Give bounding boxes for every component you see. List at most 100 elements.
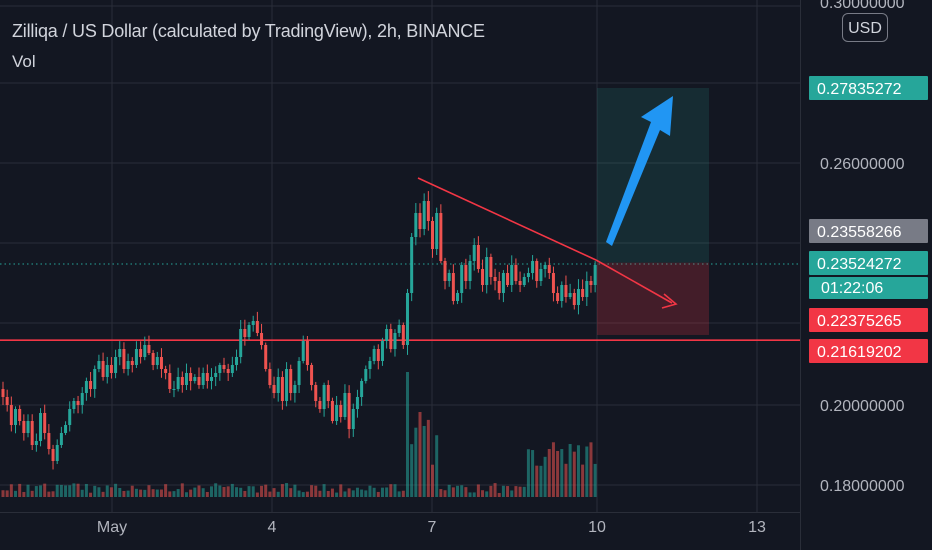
volume-bar (97, 487, 101, 497)
candle-body (280, 377, 284, 401)
candle-body (218, 365, 222, 373)
volume-bar (89, 492, 93, 497)
volume-bar (468, 492, 472, 497)
candle-body (318, 401, 322, 409)
candle-body (114, 357, 118, 373)
candle-body (30, 421, 34, 445)
candle-body (410, 237, 414, 293)
price-axis: 0.30000000 0.26000000 0.20000000 0.18000000 (820, 0, 905, 495)
candle-body (526, 273, 530, 277)
volume-bar (55, 484, 59, 497)
volume-bar (376, 491, 380, 497)
volume-bar (489, 485, 493, 497)
volume-bar (355, 487, 359, 497)
candle-body (264, 345, 268, 369)
volume-bar (443, 490, 447, 497)
candle-body (226, 369, 230, 373)
candle-body (305, 341, 309, 365)
volume-bar (539, 465, 543, 497)
candle-body (235, 357, 239, 365)
candle-body (489, 257, 493, 277)
volume-bar (380, 487, 384, 497)
candle-body (210, 377, 213, 381)
volume-bar (239, 487, 243, 497)
candle-body (76, 401, 80, 405)
candle-body (176, 377, 180, 389)
candle-body (468, 261, 472, 281)
volume-bar (568, 444, 572, 497)
price-tag-text: 0.23558266 (817, 224, 902, 241)
volume-bar (372, 487, 376, 497)
volume-bar (351, 490, 355, 497)
candle-body (68, 409, 72, 425)
volume-bar (393, 484, 397, 497)
candle-body (551, 273, 555, 293)
volume-bar (51, 491, 55, 497)
candle-body (89, 381, 93, 389)
price-tag-bg (809, 219, 928, 243)
time-tick-label: 10 (588, 519, 606, 536)
loss-zone (597, 262, 709, 335)
volume-bar (164, 484, 168, 497)
volume-bar (64, 485, 68, 497)
candle-body (159, 357, 163, 369)
volume-bar (460, 485, 464, 497)
candle-body (139, 349, 143, 357)
candle-body (493, 277, 497, 281)
volume-bar (147, 485, 151, 497)
volume-bar (260, 485, 264, 497)
volume-bar (418, 412, 422, 497)
volume-bar (535, 465, 539, 497)
price-tag-bg (809, 76, 928, 100)
candle-body (39, 413, 43, 441)
candle-body (368, 361, 372, 369)
candle-body (531, 261, 535, 273)
candle-body (147, 345, 151, 353)
candle-body (93, 369, 97, 389)
candle-body (535, 261, 539, 281)
volume-bar (151, 489, 155, 497)
candle-body (593, 265, 597, 285)
volume-bar (59, 484, 63, 497)
volume-bar (285, 483, 289, 497)
candle-body (255, 321, 259, 333)
candle-body (322, 385, 326, 409)
candle-body (422, 201, 426, 229)
volume-bar (276, 491, 280, 497)
candle-body (576, 289, 580, 305)
candle-body (547, 265, 551, 273)
candle-body (151, 353, 155, 365)
volume-bar (218, 485, 222, 497)
volume-bar (68, 485, 72, 497)
candle-body (426, 201, 430, 221)
price-tag-bg (809, 339, 928, 363)
candle-body (310, 365, 314, 385)
candle-body (230, 365, 234, 373)
candle-body (389, 329, 393, 349)
candle-body (18, 409, 22, 421)
candle-body (84, 381, 88, 393)
drawings[interactable] (417, 96, 678, 309)
volume-bar (481, 490, 485, 497)
volume-bar (159, 489, 163, 497)
volume-bar (226, 486, 230, 497)
candle-body (510, 265, 514, 285)
volume-bar (426, 419, 430, 497)
volume-bar (360, 489, 364, 497)
volume-bar (293, 484, 297, 497)
candle-body (456, 293, 460, 301)
volume-indicator-label[interactable]: Vol (12, 52, 36, 71)
projection-arrowhead (661, 293, 678, 309)
candles (1, 191, 597, 470)
candle-body (347, 393, 351, 429)
price-tag-target: 0.27835272 (809, 76, 928, 100)
volume-bar (109, 487, 113, 497)
volume-bar (176, 489, 180, 497)
candle-body (397, 325, 401, 333)
volume-bar (84, 483, 88, 497)
volume-bar (589, 442, 593, 497)
price-tick-label: 0.26000000 (820, 156, 905, 173)
currency-button[interactable]: USD (842, 13, 888, 42)
